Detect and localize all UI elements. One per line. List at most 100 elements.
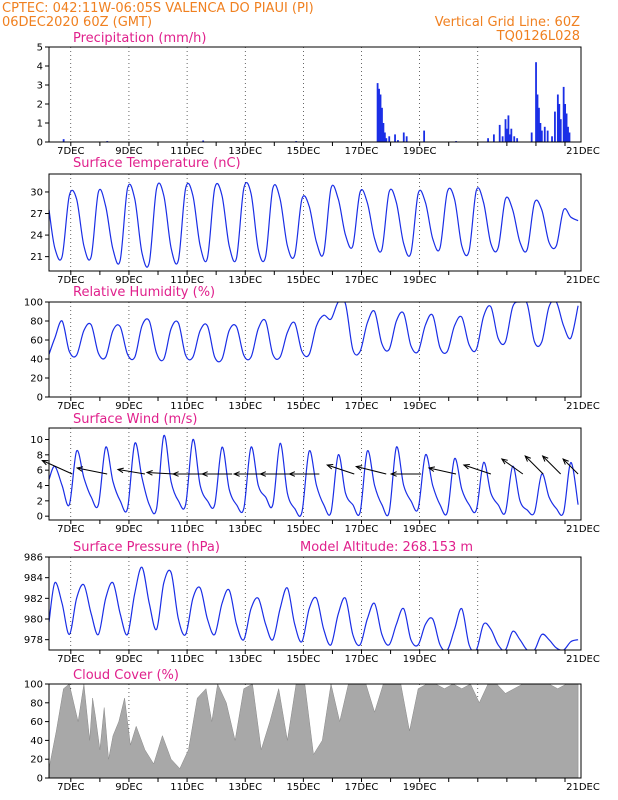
x-tick-label: 15DEC (287, 146, 321, 157)
wind-vector-head (541, 455, 549, 462)
wind-vector-head (145, 470, 153, 476)
precip-bar (376, 83, 379, 142)
y-tick-label: 2 (37, 100, 43, 111)
wind-vector (77, 467, 108, 475)
wind-vector (42, 460, 73, 475)
y-tick-label: 60 (30, 717, 43, 728)
y-tick-label: 3 (37, 81, 43, 92)
series-group (49, 302, 579, 363)
panel-2: Surface Temperature (nC) 21 24 27 30 7DEC 9DEC… (30, 156, 600, 286)
precip-bar (508, 134, 511, 142)
wind-vector-head (389, 471, 397, 477)
y-tick-label: 27 (30, 209, 43, 220)
wind-vector (501, 458, 524, 475)
wind-vector-head (171, 471, 179, 477)
x-tick-label: 9DEC (115, 782, 142, 793)
x-tick-label: 19DEC (403, 654, 437, 665)
precip-bar (558, 104, 561, 142)
y-tick-label: 0 (37, 774, 43, 785)
x-tick-label: 7DEC (57, 782, 84, 793)
wind-vector (463, 464, 492, 475)
panel-frame (48, 556, 582, 651)
series-group (62, 62, 571, 142)
precip-bar (565, 113, 568, 142)
x-tick-label: 11DEC (170, 782, 204, 793)
y-tick-label: 8 (37, 450, 43, 461)
y-tick-label: 80 (30, 317, 43, 328)
wind-vector-head (232, 471, 240, 477)
x-tick-label: 19DEC (403, 401, 437, 412)
y-tick-label: 40 (30, 355, 43, 366)
wind-vector-head (41, 459, 49, 466)
precip-bar (385, 138, 388, 142)
series-line (49, 302, 579, 363)
precip-bar (543, 126, 546, 142)
wind-vector-head (326, 464, 334, 470)
y-tick-label: 984 (24, 573, 43, 584)
precip-bar (567, 126, 569, 142)
precip-bar (492, 134, 495, 142)
precip-bar (487, 138, 489, 142)
panel-5: Surface Pressure (hPa) Model Altitude: 26… (24, 540, 600, 665)
precip-bar (423, 130, 426, 142)
precip-bar (62, 139, 65, 142)
y-tick-label: 10 (30, 435, 43, 446)
x-tick-label: 9DEC (115, 275, 142, 286)
wind-vector-head (288, 471, 296, 477)
series-line (49, 181, 579, 268)
x-tick-label: 13DEC (228, 275, 262, 286)
wind-vector (356, 466, 387, 475)
x-tick-label: 15DEC (287, 782, 321, 793)
panel-6: Cloud Cover (%) 0 20 40 60 80 100 7DEC 9DEC 11DEC… (24, 668, 600, 793)
panel-title: Surface Temperature (nC) (73, 156, 241, 171)
x-tick-label: 9DEC (115, 654, 142, 665)
wind-vector (117, 469, 146, 475)
precip-bar (562, 86, 565, 142)
x-tick-label: 21DEC (566, 524, 600, 535)
precip-bar (402, 132, 405, 142)
panel-title: Surface Wind (m/s) (73, 412, 197, 427)
x-tick-label: 13DEC (228, 782, 262, 793)
wind-vector-head (354, 465, 363, 471)
panel-title: Surface Pressure (hPa) (73, 540, 220, 555)
x-tick-label: 17DEC (345, 782, 379, 793)
panel-4: Surface Wind (m/s) 0 2 4 6 8 10 7DEC 9DEC 11DEC 13… (30, 412, 600, 535)
x-tick-label: 11DEC (170, 401, 204, 412)
precip-bar (530, 132, 533, 142)
precip-bar (551, 136, 553, 142)
wind-vector-head (500, 458, 508, 465)
precip-bar (501, 136, 504, 142)
x-tick-label: 9DEC (115, 401, 142, 412)
x-tick-label: 19DEC (403, 782, 437, 793)
x-tick-label: 13DEC (228, 654, 262, 665)
wind-vector (327, 464, 355, 475)
series-group (49, 181, 579, 268)
precip-bar (540, 130, 543, 142)
y-tick-label: 21 (30, 252, 43, 263)
x-tick-label: 17DEC (345, 146, 379, 157)
precip-bar (564, 104, 567, 142)
x-tick-label: 15DEC (287, 275, 321, 286)
precip-bar (546, 130, 549, 142)
panel-frame (48, 683, 582, 779)
y-tick-label: 20 (30, 374, 43, 385)
series-group (49, 566, 579, 650)
x-tick-label: 15DEC (287, 654, 321, 665)
panel-frame (48, 301, 582, 398)
panel-frame (48, 427, 582, 521)
x-tick-label: 17DEC (345, 524, 379, 535)
x-tick-label: 13DEC (228, 146, 262, 157)
precip-bar (382, 123, 385, 142)
x-tick-label: 21DEC (566, 275, 600, 286)
precip-bar (405, 136, 408, 142)
y-tick-label: 0 (37, 512, 43, 523)
x-tick-label: 21DEC (566, 146, 600, 157)
panels: Precipitation (mm/h) 0 1 2 3 4 5 7DEC 9DEC 11DEC 1… (24, 31, 600, 793)
x-tick-label: 19DEC (403, 524, 437, 535)
y-tick-label: 4 (37, 62, 43, 73)
y-tick-label: 982 (24, 594, 43, 605)
series-group (49, 684, 579, 778)
wind-vector (542, 455, 562, 475)
precip-bar (397, 140, 399, 142)
